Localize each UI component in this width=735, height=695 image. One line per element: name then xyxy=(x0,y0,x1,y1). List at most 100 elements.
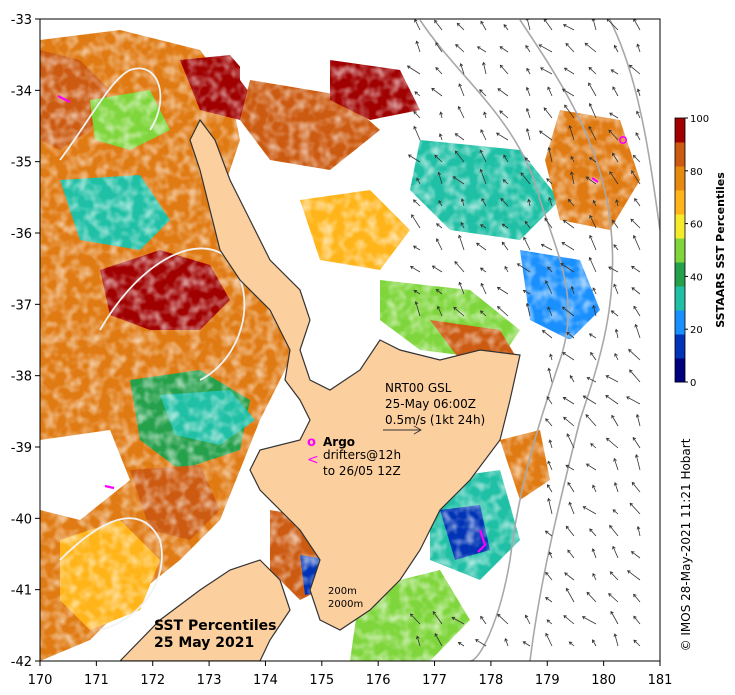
current-arrow xyxy=(585,463,597,471)
current-arrow xyxy=(588,82,597,97)
current-arrow xyxy=(431,265,443,273)
drifters-legend-line1: drifters@12h xyxy=(323,448,401,462)
current-arrow xyxy=(635,132,641,141)
bathymetry-contours xyxy=(419,19,660,661)
current-arrow xyxy=(453,306,465,317)
current-arrow xyxy=(630,218,641,229)
current-arrow xyxy=(525,302,531,317)
current-vectors xyxy=(406,19,641,647)
current-arrow xyxy=(562,396,575,405)
current-arrow xyxy=(609,571,619,581)
current-arrow xyxy=(407,154,421,163)
current-arrow xyxy=(538,44,553,53)
current-arrow xyxy=(547,367,553,383)
argo-float-marker xyxy=(618,136,627,145)
current-arrow xyxy=(589,528,597,537)
current-arrow xyxy=(615,199,619,207)
current-arrow xyxy=(522,641,531,647)
lon-tick-label: 171 xyxy=(84,673,109,688)
current-arrow xyxy=(435,42,443,53)
current-arrow xyxy=(636,43,641,53)
lat-tick-label: -33 xyxy=(11,13,32,28)
current-arrow xyxy=(585,176,597,185)
current-arrow xyxy=(540,67,553,75)
current-arrow xyxy=(633,305,641,317)
lat-tick-label: -39 xyxy=(11,441,32,456)
current-arrow xyxy=(633,639,641,647)
colorbar-tick-label: 80 xyxy=(690,167,703,178)
colorbar-swatch xyxy=(675,214,685,239)
current-arrow xyxy=(586,376,597,383)
current-arrow xyxy=(495,132,509,141)
current-arrow xyxy=(565,587,575,603)
current-arrow xyxy=(610,69,619,75)
current-arrow xyxy=(629,502,641,515)
current-arrow xyxy=(543,107,553,119)
current-arrow xyxy=(522,289,531,295)
current-arrow xyxy=(582,395,597,405)
current-arrow xyxy=(566,433,575,449)
currents-scale-arrow xyxy=(383,425,422,435)
lon-tick-label: 176 xyxy=(366,673,391,688)
current-arrow xyxy=(563,67,575,75)
current-arrow xyxy=(455,43,465,53)
current-arrow xyxy=(480,615,487,625)
current-arrow xyxy=(479,149,487,163)
isobath-2000m-label: 2000m xyxy=(328,599,363,610)
current-arrow xyxy=(634,323,641,339)
current-arrow xyxy=(631,170,641,185)
current-arrow xyxy=(406,65,421,75)
north-island-land xyxy=(189,118,521,631)
current-arrow xyxy=(499,110,509,119)
contour-line xyxy=(59,67,162,161)
current-arrow xyxy=(520,172,531,185)
lat-tick-label: -38 xyxy=(11,370,32,385)
current-arrow xyxy=(454,150,465,163)
lat-tick-label: -37 xyxy=(11,298,32,313)
current-arrow xyxy=(547,484,553,493)
current-arrow xyxy=(541,329,553,339)
current-arrow xyxy=(570,285,575,295)
current-arrow xyxy=(612,545,619,559)
colorbar-swatch xyxy=(675,142,685,167)
contour-line xyxy=(419,19,570,661)
current-arrow xyxy=(631,287,641,295)
current-arrow xyxy=(635,413,641,427)
current-arrow xyxy=(454,133,465,141)
current-arrow xyxy=(565,525,575,537)
lon-tick-label: 174 xyxy=(253,673,278,688)
current-arrow xyxy=(568,125,575,141)
current-arrow xyxy=(626,396,641,405)
current-arrow xyxy=(503,23,509,31)
current-arrow xyxy=(590,351,597,361)
current-arrow xyxy=(636,525,641,537)
current-arrow xyxy=(503,154,509,163)
current-arrow xyxy=(435,289,443,295)
current-arrow xyxy=(565,464,575,471)
map-date: 25 May 2021 xyxy=(154,635,254,651)
drifter-track xyxy=(104,484,115,490)
current-arrow xyxy=(610,610,619,625)
current-arrow xyxy=(636,88,641,97)
current-arrow xyxy=(613,244,619,251)
current-arrow xyxy=(591,19,597,31)
current-arrow xyxy=(499,46,509,53)
current-arrow xyxy=(634,197,641,207)
current-arrow xyxy=(588,102,597,119)
current-arrow xyxy=(497,306,509,317)
currents-scale-label: 0.5m/s (1kt 24h) xyxy=(385,413,485,427)
current-arrow xyxy=(457,105,465,119)
current-arrow xyxy=(592,199,597,207)
current-arrow xyxy=(479,89,487,97)
colorbar-swatch xyxy=(675,358,685,383)
current-arrow xyxy=(570,171,575,185)
currents-time-label: 25-May 06:00Z xyxy=(385,397,476,411)
argo-legend-label: Argo xyxy=(323,435,355,449)
colorbar-swatch xyxy=(675,190,685,215)
current-arrow xyxy=(458,234,465,251)
current-arrow xyxy=(628,348,641,361)
current-arrow xyxy=(547,460,553,471)
current-arrow xyxy=(504,265,509,273)
current-arrow xyxy=(547,146,553,163)
